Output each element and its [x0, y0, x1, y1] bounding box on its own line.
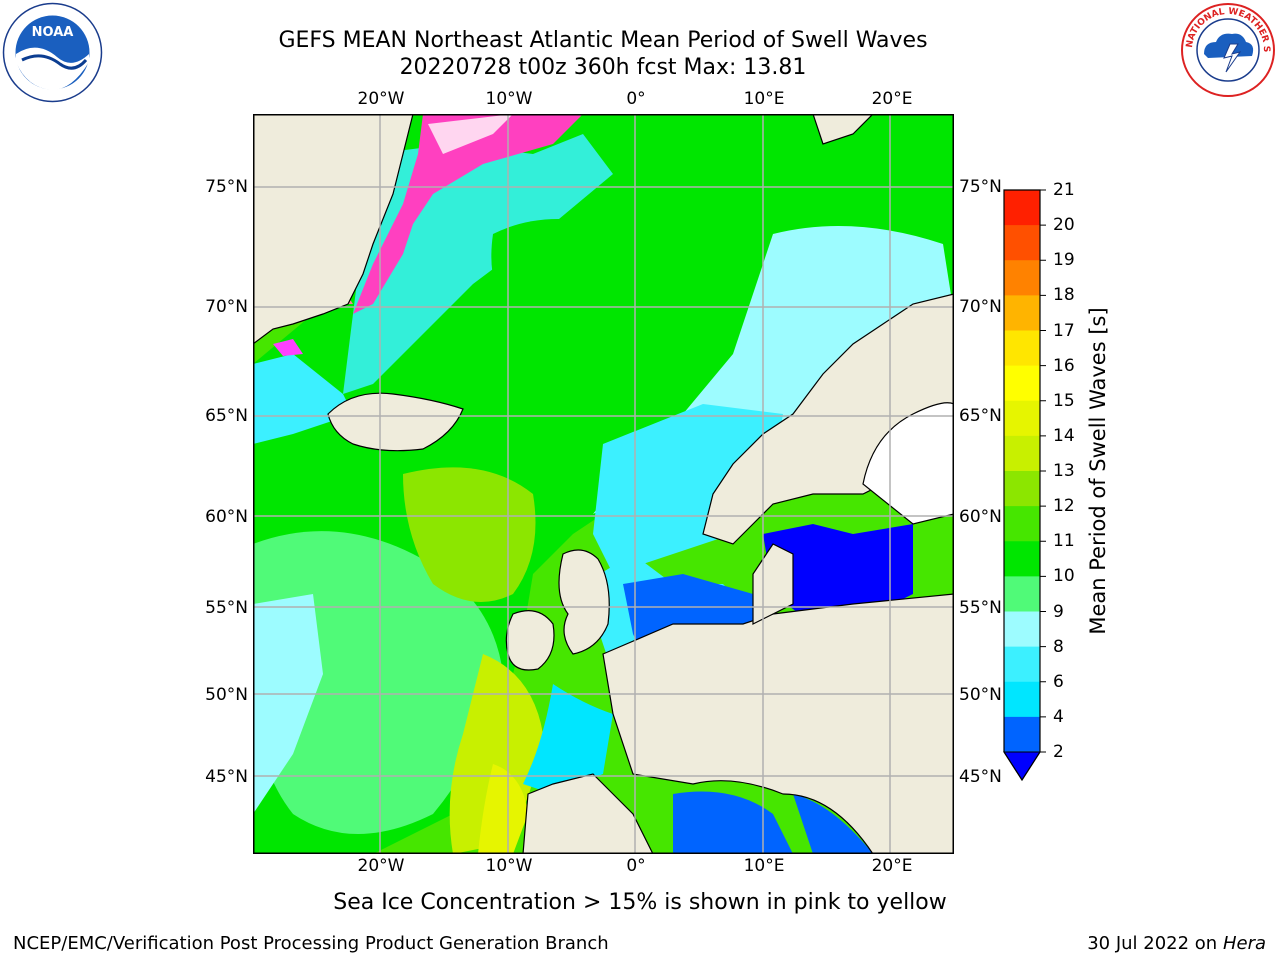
colorbar-swatch [1004, 576, 1040, 612]
lat-label-right: 45°N [959, 767, 1002, 787]
colorbar-swatch [1004, 400, 1040, 437]
colorbar-tick-label: 11 [1053, 531, 1075, 552]
noaa-logo: NOAA [2, 2, 103, 103]
map-gridlines [253, 114, 954, 854]
colorbar-tick-label: 12 [1053, 496, 1075, 517]
sea-ice-note: Sea Ice Concentration > 15% is shown in … [333, 890, 947, 915]
lat-label-left: 75°N [205, 177, 248, 197]
colorbar-swatch [1004, 506, 1040, 542]
colorbar-tick-label: 14 [1053, 425, 1075, 446]
lat-label-left: 60°N [205, 507, 248, 527]
lon-label-bottom: 10°E [743, 856, 785, 876]
colorbar-tick-label: 2 [1053, 742, 1064, 762]
colorbar-swatch [1004, 471, 1040, 507]
nws-logo-icon: NATIONAL WEATHER SERVICE [1177, 0, 1275, 97]
colorbar-frame [1003, 189, 1041, 782]
lon-label-bottom: 20°E [871, 856, 913, 876]
iceland-land [327, 392, 464, 452]
lat-label-left: 55°N [205, 598, 248, 618]
colorbar [1000, 186, 1050, 786]
colorbar-tick-label: 21 [1053, 180, 1075, 200]
land-masses [252, 113, 955, 855]
colorbar-tick-label: 8 [1053, 636, 1064, 657]
colorbar-tick-label: 10 [1053, 566, 1075, 587]
lat-label-left: 45°N [205, 767, 248, 787]
colorbar-tick-label: 4 [1053, 706, 1064, 727]
map-panel[interactable] [252, 113, 955, 855]
lat-label-right: 55°N [959, 598, 1002, 618]
colorbar-swatch [1004, 646, 1040, 683]
colorbar-swatch [1004, 681, 1040, 718]
footer-date: 30 Jul 2022 on [1087, 933, 1223, 954]
lat-label-right: 50°N [959, 685, 1002, 705]
nws-logo: NATIONAL WEATHER SERVICE [1177, 0, 1276, 98]
colorbar-label: Mean Period of Swell Waves [s] [1086, 307, 1110, 635]
colorbar-under-arrow [1003, 751, 1041, 781]
lon-label-top: 0° [626, 89, 646, 109]
colorbar-tick-label: 15 [1053, 390, 1075, 411]
map-frame [253, 114, 954, 854]
lat-label-right: 75°N [959, 177, 1002, 197]
lon-label-top: 20°W [357, 89, 405, 109]
colorbar-swatch [1004, 295, 1040, 331]
lat-label-right: 60°N [959, 507, 1002, 527]
colorbar-swatch [1004, 225, 1040, 261]
lon-label-bottom: 10°W [485, 856, 533, 876]
lat-label-left: 50°N [205, 685, 248, 705]
footer-credit: NCEP/EMC/Verification Post Processing Pr… [13, 933, 609, 954]
colorbar-swatch [1004, 435, 1040, 472]
chart-title: GEFS MEAN Northeast Atlantic Mean Period… [278, 28, 928, 53]
colorbar-swatch [1004, 541, 1040, 577]
ireland-land [505, 610, 555, 671]
colorbar-swatches [1003, 189, 1046, 782]
lon-label-top: 10°W [485, 89, 533, 109]
footer-host: Hera [1222, 933, 1266, 954]
footer-date-wrap: 30 Jul 2022 on Hera [1087, 933, 1266, 954]
lat-label-right: 65°N [959, 406, 1002, 426]
colorbar-swatch [1004, 365, 1040, 402]
colorbar-swatch [1004, 260, 1040, 296]
svg-text:NOAA: NOAA [32, 25, 74, 40]
colorbar-tick-label: 17 [1053, 320, 1075, 341]
map-canvas[interactable] [252, 113, 955, 855]
lat-label-right: 70°N [959, 297, 1002, 317]
colorbar-tick-label: 18 [1053, 285, 1075, 306]
colorbar-tick-label: 20 [1053, 215, 1075, 236]
noaa-logo-icon: NOAA [2, 2, 103, 103]
lat-label-left: 70°N [205, 297, 248, 317]
colorbar-tick-label: 9 [1053, 601, 1064, 622]
lon-label-bottom: 0° [626, 856, 646, 876]
scandinavia-land [702, 293, 955, 545]
colorbar-tick-label: 6 [1053, 671, 1064, 692]
lon-label-top: 10°E [743, 89, 785, 109]
lat-label-left: 65°N [205, 406, 248, 426]
greenland-land [252, 113, 414, 346]
swell-period-field [253, 114, 954, 854]
chart-subtitle: 20220728 t00z 360h fcst Max: 13.81 [399, 55, 807, 80]
colorbar-tick-label: 13 [1053, 461, 1075, 481]
lon-label-bottom: 20°W [357, 856, 405, 876]
colorbar-swatch [1004, 190, 1040, 226]
colorbar-tick-label: 19 [1053, 250, 1075, 271]
colorbar-swatch [1004, 716, 1040, 753]
lon-label-top: 20°E [871, 89, 913, 109]
colorbar-swatch [1004, 330, 1040, 367]
iberia-land [522, 773, 654, 855]
colorbar-tick-label: 16 [1053, 355, 1075, 376]
colorbar-swatch [1004, 611, 1040, 648]
